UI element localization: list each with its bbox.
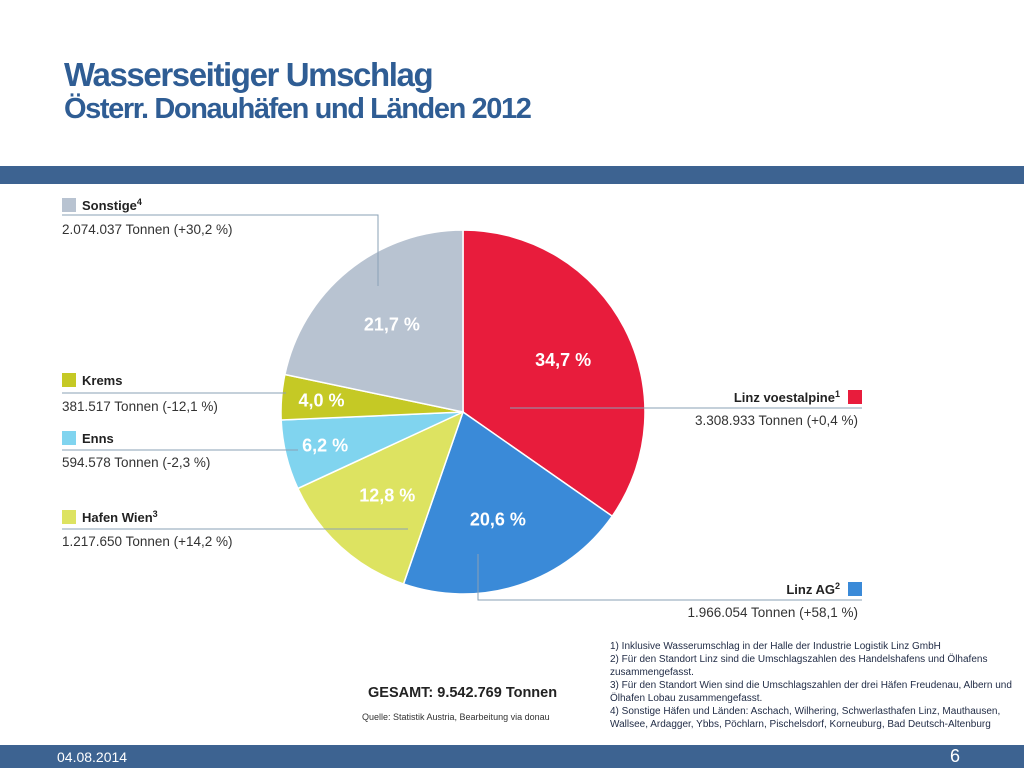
legend-swatch-0 xyxy=(848,390,862,404)
pie-slice-2 xyxy=(296,410,465,585)
percent-label-4: 4,0 % xyxy=(298,390,344,410)
pie-slices xyxy=(280,229,646,595)
pie-slice-0 xyxy=(462,229,646,518)
legend: Linz voestalpine1 3.308.933 Tonnen (+0,4 … xyxy=(62,197,862,620)
leader-line-1 xyxy=(477,554,862,601)
pie-slice-1 xyxy=(402,410,614,595)
footnote-1: 1) Inklusive Wasserumschlag in der Halle… xyxy=(610,641,941,652)
legend-name-4: Krems xyxy=(82,373,122,388)
page-number: 6 xyxy=(949,746,960,766)
pie-chart: 34,7 % 20,6 % 12,8 % 6,2 % 4,0 % 21,7 % Linz … xyxy=(62,197,862,722)
percent-label-1: 20,6 % xyxy=(470,509,526,529)
total-label: GESAMT: 9.542.769 Tonnen xyxy=(368,685,557,701)
legend-name-3: Enns xyxy=(82,431,114,446)
footer-date: 04.08.2014 xyxy=(57,749,128,765)
legend-swatch-5 xyxy=(62,198,76,212)
leader-lines xyxy=(62,214,862,601)
percent-label-3: 6,2 % xyxy=(302,436,348,456)
percent-label-2: 12,8 % xyxy=(359,486,415,506)
legend-name-0: Linz voestalpine1 xyxy=(734,389,840,405)
legend-name-2: Hafen Wien3 xyxy=(82,509,158,525)
legend-detail-4: 381.517 Tonnen (-12,1 %) xyxy=(62,399,218,414)
footer-band xyxy=(0,745,1024,768)
leader-line-5 xyxy=(62,214,379,286)
footnote-3: 3) Für den Standort Wien sind die Umschl… xyxy=(610,680,1012,704)
percent-labels: 34,7 % 20,6 % 12,8 % 6,2 % 4,0 % 21,7 % xyxy=(298,314,591,529)
legend-name-5: Sonstige4 xyxy=(82,197,142,213)
legend-detail-2: 1.217.650 Tonnen (+14,2 %) xyxy=(62,534,233,549)
legend-detail-1: 1.966.054 Tonnen (+58,1 %) xyxy=(687,605,858,620)
legend-swatch-1 xyxy=(848,582,862,596)
header-band xyxy=(0,166,1024,184)
footnote-2: 2) Für den Standort Linz sind die Umschl… xyxy=(610,654,988,678)
legend-swatch-2 xyxy=(62,510,76,524)
legend-detail-0: 3.308.933 Tonnen (+0,4 %) xyxy=(695,413,858,428)
legend-note-ref-2: 3 xyxy=(153,509,158,519)
legend-name-1: Linz AG2 xyxy=(786,581,840,597)
source-label: Quelle: Statistik Austria, Bearbeitung v… xyxy=(362,712,550,722)
legend-note-ref-5: 4 xyxy=(137,197,142,207)
legend-swatch-4 xyxy=(62,373,76,387)
legend-note-ref-0: 1 xyxy=(835,389,840,399)
footnotes: 1) Inklusive Wasserumschlag in der Halle… xyxy=(610,640,1020,731)
legend-detail-3: 594.578 Tonnen (-2,3 %) xyxy=(62,455,210,470)
legend-detail-5: 2.074.037 Tonnen (+30,2 %) xyxy=(62,222,233,237)
legend-note-ref-1: 2 xyxy=(835,581,840,591)
percent-label-5: 21,7 % xyxy=(364,314,420,334)
footnote-4: 4) Sonstige Häfen und Länden: Aschach, W… xyxy=(610,706,1001,730)
title-block: Wasserseitiger Umschlag Österr. Donauhäf… xyxy=(64,56,532,126)
percent-label-0: 34,7 % xyxy=(535,350,591,370)
pie-slice-5 xyxy=(284,229,464,413)
legend-swatch-3 xyxy=(62,431,76,445)
page-title: Wasserseitiger Umschlag xyxy=(64,56,434,93)
page-subtitle: Österr. Donauhäfen und Länden 2012 xyxy=(64,93,532,125)
